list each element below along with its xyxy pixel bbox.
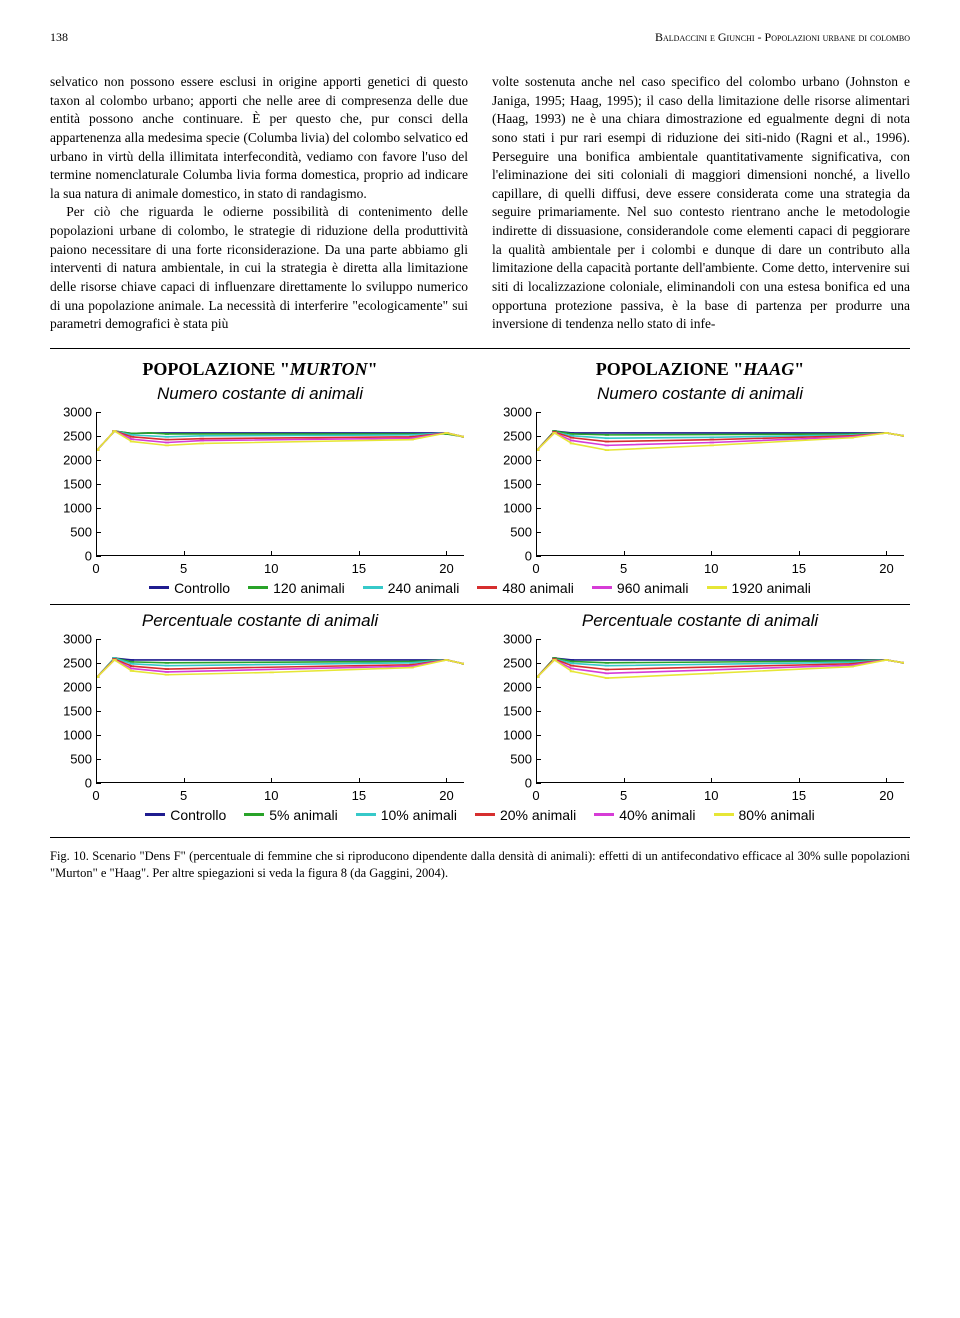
pop-title-murton: POPOLAZIONE "MURTON" (50, 359, 470, 380)
page-number: 138 (50, 30, 68, 45)
legend-item: 960 animali (592, 580, 689, 596)
subtitle: Numero costante di animali (490, 384, 910, 404)
running-header: 138 Baldaccini e Giunchi - Popolazioni u… (50, 30, 910, 45)
paragraph: selvatico non possono essere esclusi in … (50, 73, 468, 203)
legend-item: 5% animali (244, 807, 337, 823)
pop-title-haag: POPOLAZIONE "HAAG" (490, 359, 910, 380)
panel-murton-bottom: Percentuale costante di animali 05001000… (50, 611, 470, 803)
legend-item: 80% animali (714, 807, 815, 823)
separator (50, 604, 910, 605)
legend-item: 120 animali (248, 580, 345, 596)
panel-murton-top: POPOLAZIONE "MURTON" Numero costante di … (50, 359, 470, 576)
right-column: volte sostenuta anche nel caso specifico… (492, 73, 910, 334)
paragraph: Per ciò che riguarda le odierne possibil… (50, 203, 468, 333)
legend-top: Controllo 120 animali 240 animali 480 anima… (50, 576, 910, 602)
panel-haag-bottom: Percentuale costante di animali 05001000… (490, 611, 910, 803)
legend-item: 40% animali (594, 807, 695, 823)
legend-item: Controllo (149, 580, 230, 596)
legend-item: 240 animali (363, 580, 460, 596)
legend-item: 20% animali (475, 807, 576, 823)
legend-item: 1920 animali (707, 580, 811, 596)
body-columns: selvatico non possono essere esclusi in … (50, 73, 910, 334)
figure-block: POPOLAZIONE "MURTON" Numero costante di … (50, 348, 910, 838)
left-column: selvatico non possono essere esclusi in … (50, 73, 468, 334)
legend-item: 480 animali (477, 580, 574, 596)
legend-item: Controllo (145, 807, 226, 823)
subtitle: Percentuale costante di animali (490, 611, 910, 631)
running-head: Baldaccini e Giunchi - Popolazioni urban… (655, 30, 910, 45)
paragraph: volte sostenuta anche nel caso specifico… (492, 73, 910, 334)
figure-caption: Fig. 10. Scenario "Dens F" (percentuale … (50, 848, 910, 882)
panel-haag-top: POPOLAZIONE "HAAG" Numero costante di an… (490, 359, 910, 576)
legend-bottom: Controllo 5% animali 10% animali 20% animal… (50, 803, 910, 829)
legend-item: 10% animali (356, 807, 457, 823)
subtitle: Numero costante di animali (50, 384, 470, 404)
subtitle: Percentuale costante di animali (50, 611, 470, 631)
